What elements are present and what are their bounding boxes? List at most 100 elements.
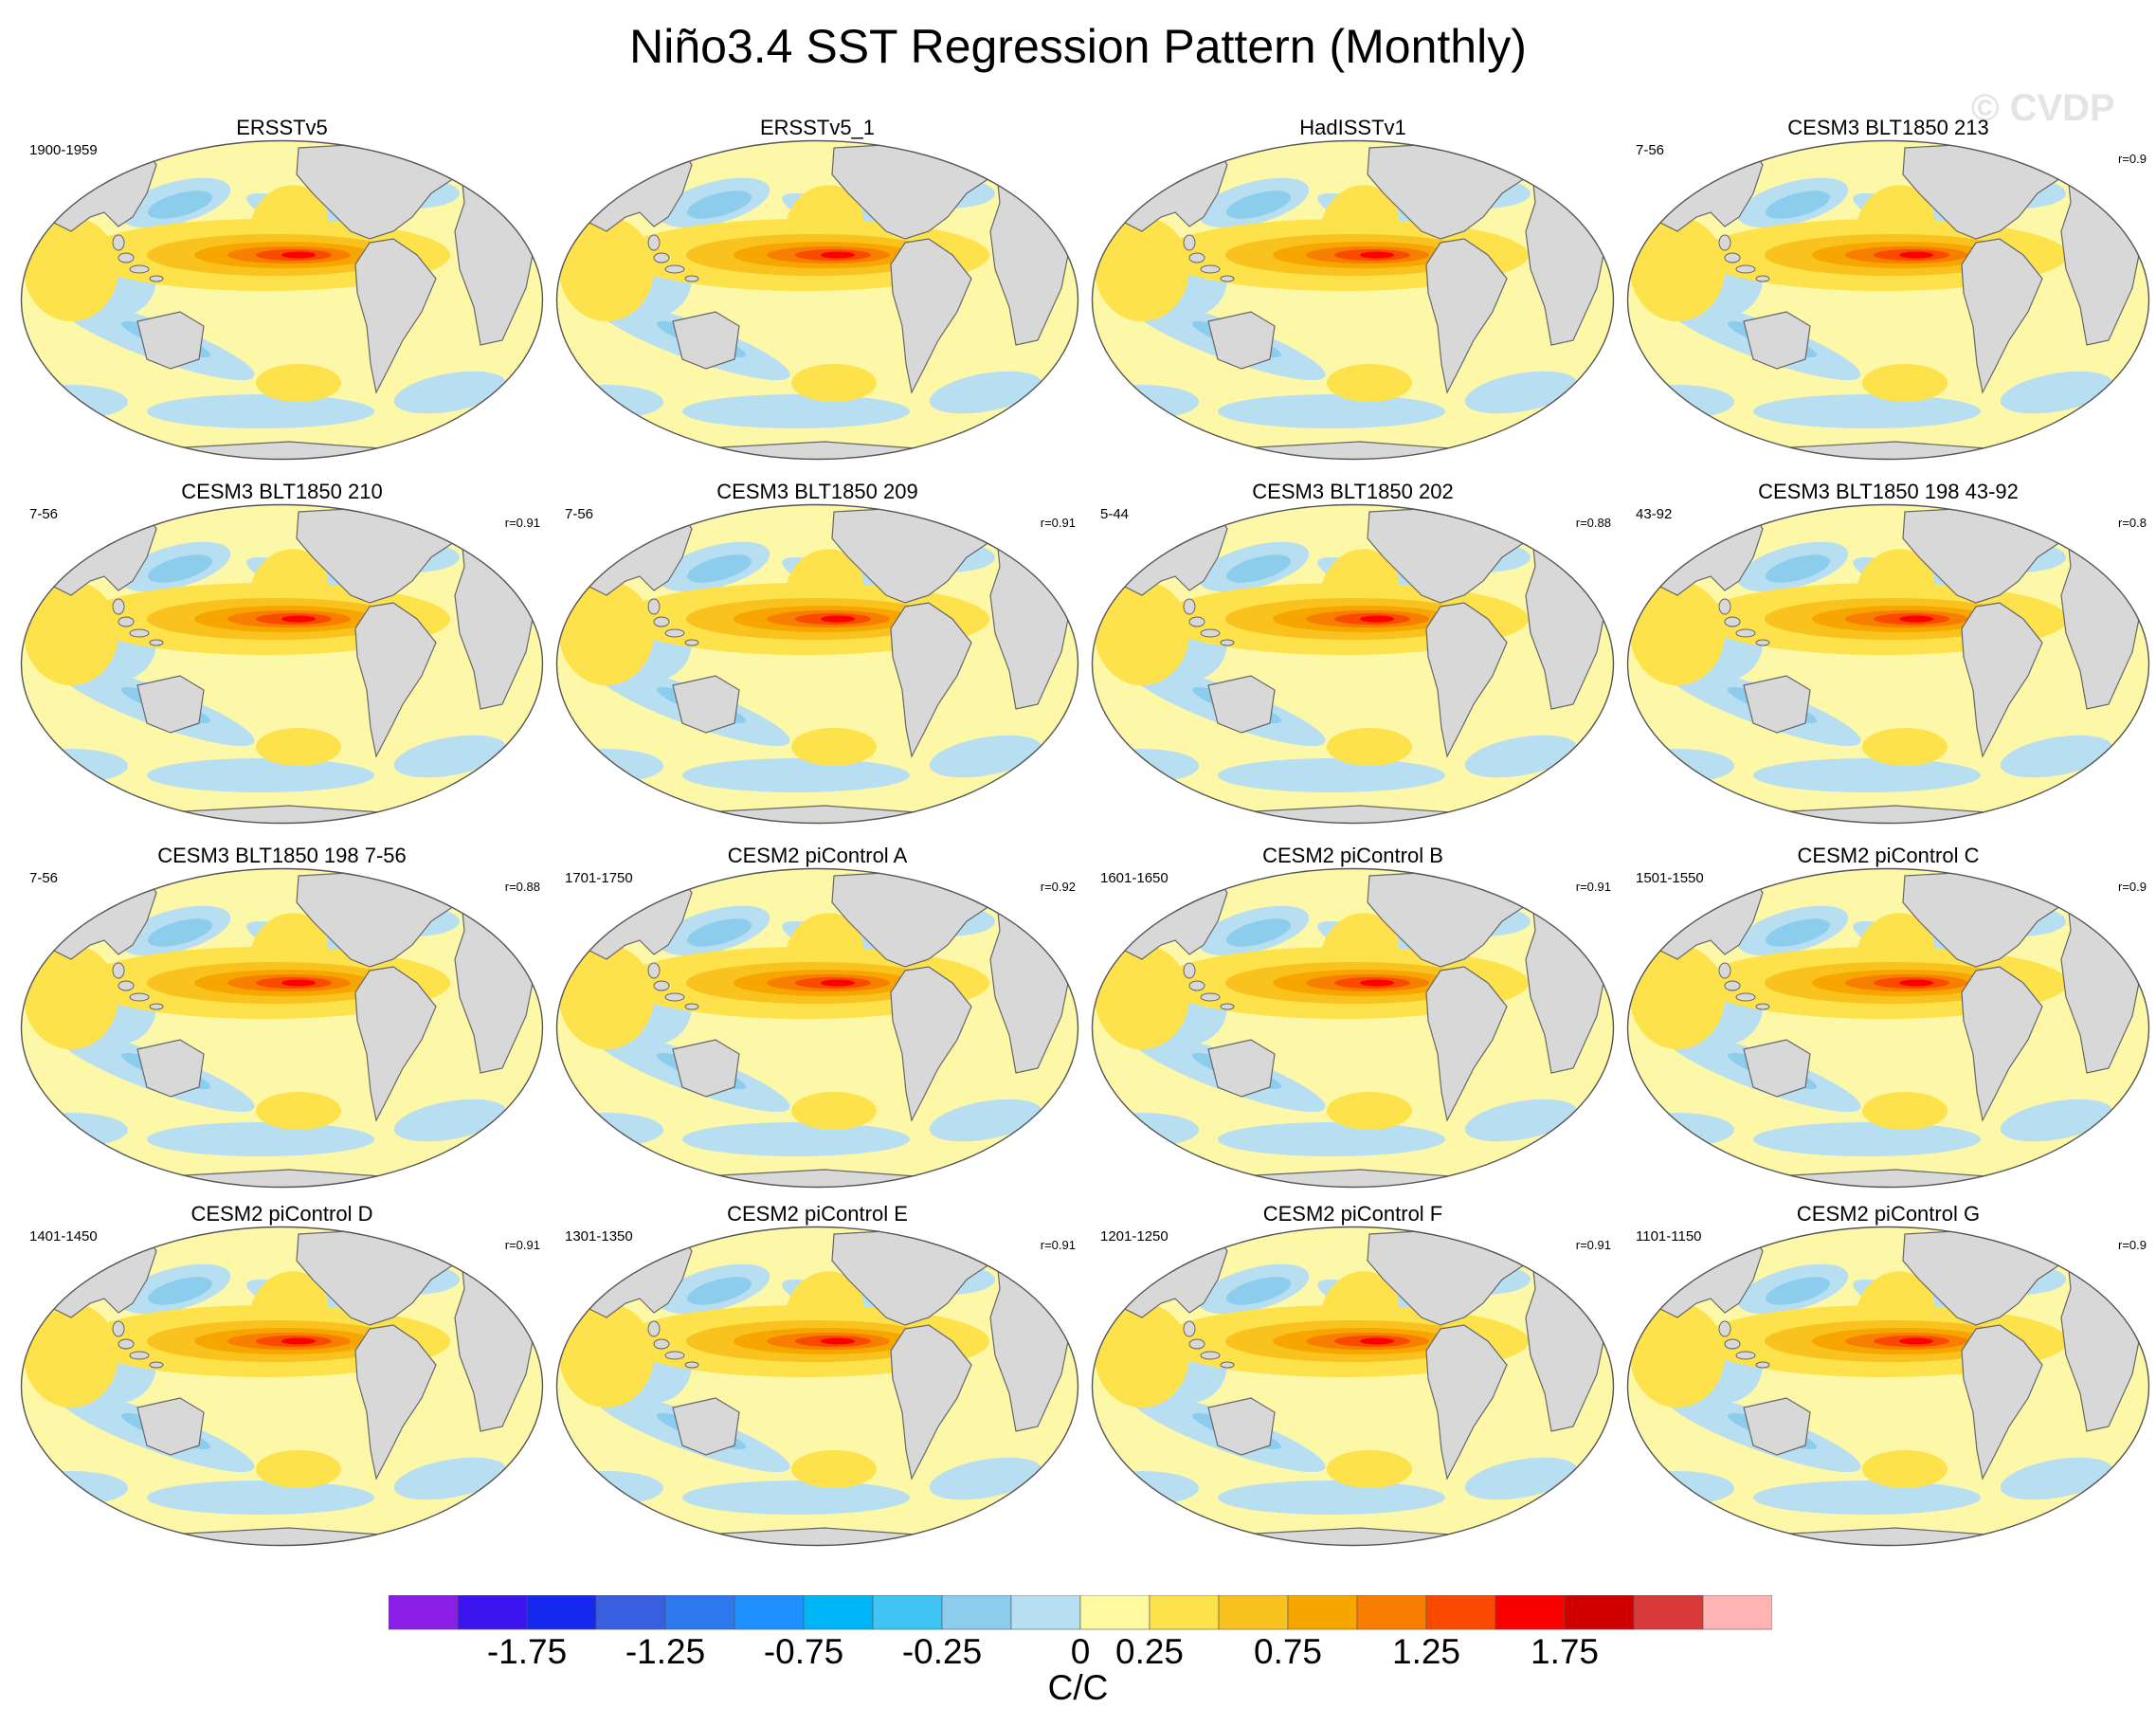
world-map (555, 867, 1079, 1189)
cool-anomaly-region (1464, 1457, 1578, 1500)
map-panel: ERSSTv5 1900-1959 (14, 116, 550, 466)
panel-title: CESM3 BLT1850 209 (716, 480, 918, 503)
island (1220, 275, 1235, 282)
cool-anomaly-region (1464, 1099, 1578, 1142)
map-border (20, 867, 544, 1189)
colorbar-tick-label: -1.25 (625, 1632, 706, 1671)
panel-period: 7-56 (565, 506, 594, 522)
world-map (1091, 139, 1615, 461)
cool-anomaly-region (147, 758, 374, 792)
island (1188, 252, 1205, 263)
map-panel: CESM2 piControl C 1501-1550 r=0.9 (1621, 844, 2156, 1194)
panel-pattern-correlation: r=0.9 (2118, 152, 2147, 166)
cool-anomaly-core (148, 191, 212, 219)
island (112, 1320, 125, 1337)
island (1735, 1351, 1756, 1360)
panel-title: CESM2 piControl F (1262, 1202, 1443, 1226)
map-panel: CESM2 piControl F 1201-1250 r=0.91 (1085, 1202, 1621, 1553)
panel-period: 1900-1959 (29, 142, 98, 158)
world-map (1626, 867, 2150, 1189)
cool-anomaly-region (1464, 371, 1578, 414)
land-mass (136, 1039, 205, 1098)
map-border (1091, 1226, 1615, 1547)
island (1718, 234, 1731, 251)
island (1188, 1338, 1205, 1350)
map-panel: CESM3 BLT1850 213 7-56 r=0.9 (1621, 116, 2156, 466)
panel-pattern-correlation: r=0.9 (2118, 1238, 2147, 1252)
panel-pattern-correlation: r=0.91 (504, 516, 540, 530)
cool-anomaly-region (21, 385, 128, 419)
warm-anomaly-region (1862, 728, 1948, 766)
island (1724, 616, 1741, 627)
panel-pattern-correlation: r=0.88 (504, 880, 540, 894)
land-mass (136, 311, 205, 370)
cool-anomaly-region (1218, 1481, 1445, 1515)
land-mass (556, 439, 1078, 460)
warm-anomaly-region (256, 364, 341, 402)
land-mass (1092, 1525, 1614, 1546)
cool-anomaly-core (687, 191, 752, 219)
panel-period: 1701-1750 (565, 870, 633, 886)
panel-title: CESM3 BLT1850 213 (1787, 116, 1989, 139)
warm-anomaly-region (256, 728, 341, 766)
island (1724, 1338, 1741, 1350)
warm-anomaly-peak (1360, 979, 1394, 987)
warm-anomaly-region (1630, 217, 1725, 321)
cool-anomaly-region (393, 1457, 507, 1500)
island (653, 252, 670, 263)
warm-anomaly-region (256, 1450, 341, 1488)
warm-anomaly-region (1327, 1092, 1412, 1130)
cool-anomaly-region (2000, 371, 2113, 414)
panel-title: HadISSTv1 (1299, 116, 1406, 139)
figure-title: Niño3.4 SST Regression Pattern (Monthly) (629, 20, 1527, 73)
land-mass (1961, 1324, 2043, 1481)
warm-anomaly-region (1327, 364, 1412, 402)
cool-anomaly-region (1092, 1471, 1199, 1505)
warm-anomaly-region (791, 364, 877, 402)
panel-period: 7-56 (29, 506, 59, 522)
colorbar-swatch (1356, 1595, 1427, 1630)
land-mass (890, 966, 972, 1122)
colorbar-swatch (595, 1595, 666, 1630)
map-border (1091, 139, 1615, 461)
island (1718, 598, 1731, 615)
map-panel: ERSSTv5_1 (550, 116, 1085, 466)
island (112, 598, 125, 615)
cool-anomaly-region (929, 1457, 1042, 1500)
panel-period: 7-56 (29, 870, 59, 886)
warm-anomaly-region (1327, 728, 1412, 766)
panel-title: CESM3 BLT1850 202 (1252, 480, 1454, 503)
map-panel: CESM2 piControl A 1701-1750 r=0.92 (550, 844, 1085, 1194)
colorbar-tick-label: -0.25 (901, 1632, 983, 1671)
land-mass (21, 1167, 543, 1188)
island (684, 639, 699, 646)
land-mass (21, 1525, 543, 1546)
warm-anomaly-region (559, 217, 654, 321)
land-mass (136, 675, 205, 734)
cool-anomaly-core (1226, 191, 1291, 219)
cool-anomaly-region (1218, 758, 1445, 792)
land-mass (556, 1525, 1078, 1546)
island (118, 252, 135, 263)
island (1200, 264, 1221, 274)
map-border (555, 503, 1079, 825)
cool-anomaly-region (2000, 1457, 2113, 1500)
cool-anomaly-region (1464, 735, 1578, 778)
island (1724, 980, 1741, 991)
land-mass (1207, 675, 1276, 734)
warm-anomaly-peak (1360, 251, 1394, 259)
island (118, 980, 135, 991)
warm-anomaly-region (1630, 581, 1725, 685)
land-mass (1627, 1525, 2149, 1546)
cool-anomaly-region (1092, 385, 1199, 419)
warm-anomaly-region (1095, 945, 1189, 1049)
island (118, 1338, 135, 1350)
land-mass (1092, 803, 1614, 824)
island (647, 234, 661, 251)
cool-anomaly-region (2000, 735, 2113, 778)
land-mass (21, 439, 543, 460)
cool-anomaly-region (1092, 749, 1199, 783)
island (1188, 616, 1205, 627)
panel-pattern-correlation: r=0.91 (1575, 880, 1611, 894)
warm-anomaly-region (1327, 1450, 1412, 1488)
